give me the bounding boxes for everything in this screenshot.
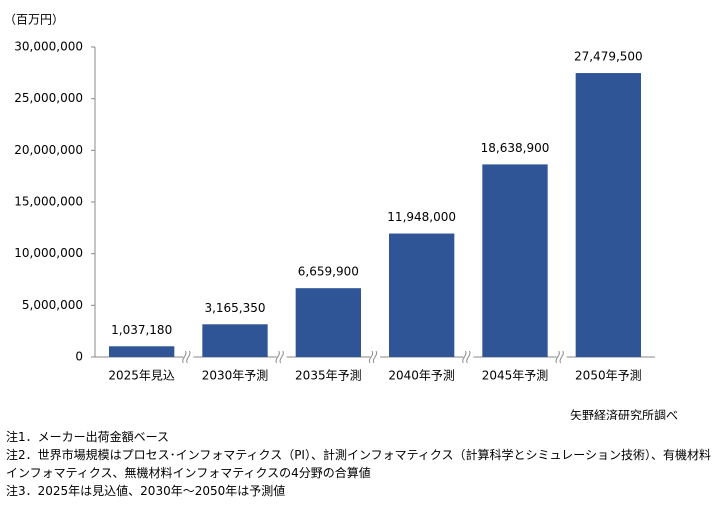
y-tick-label: 20,000,000	[14, 143, 83, 157]
note: 注1．メーカー出荷金額ベース	[6, 430, 170, 444]
value-label: 18,638,900	[481, 141, 550, 155]
x-tick-label: 2030年予測	[202, 369, 269, 383]
bar	[575, 73, 641, 357]
chart: （百万円） 矢野経済研究所調べ 0 5,000,000 10,000,000 15,0…	[4, 13, 678, 421]
axis-break	[559, 350, 564, 364]
source: 矢野経済研究所調べ	[570, 408, 678, 421]
axis-break	[275, 350, 280, 364]
y-tick-label: 5,000,000	[22, 298, 83, 312]
axis-break	[182, 350, 187, 364]
value-label: 11,948,000	[387, 210, 456, 224]
notes: 注1．メーカー出荷金額ベース注2．世界市場規模はプロセス･インフォマティクス（P…	[6, 428, 718, 500]
x-tick-label: 2035年予測	[295, 369, 362, 383]
axis-break	[466, 350, 471, 364]
y-tick-label: 10,000,000	[14, 246, 83, 260]
axis-break	[372, 350, 378, 364]
y-tick-label: 0	[75, 350, 83, 364]
bar	[109, 346, 175, 357]
x-tick-label: 2025年見込	[108, 369, 175, 383]
x-tick-label: 2045年予測	[482, 369, 549, 383]
axis-break	[462, 350, 467, 364]
axis-break	[368, 350, 374, 364]
bar	[202, 324, 268, 357]
bar	[389, 233, 455, 357]
value-label: 6,659,900	[298, 265, 359, 279]
value-label: 3,165,350	[204, 301, 265, 315]
y-tick-label: 25,000,000	[14, 91, 83, 105]
axis-break	[186, 350, 191, 364]
note: 注3．2025年は見込値、2030年～2050年は予測値	[6, 484, 286, 498]
axis-break	[555, 350, 560, 364]
note: 注2．世界市場規模はプロセス･インフォマティクス（PI）、計測インフォマティクス…	[6, 448, 712, 480]
y-axis-label: （百万円）	[4, 13, 64, 27]
bar	[295, 288, 361, 357]
y-tick-label: 15,000,000	[14, 195, 83, 209]
y-tick-label: 30,000,000	[14, 40, 83, 54]
axis-break	[279, 350, 284, 364]
value-label: 1,037,180	[111, 323, 172, 337]
x-tick-label: 2040年予測	[388, 369, 455, 383]
value-label: 27,479,500	[574, 50, 643, 64]
bar	[482, 164, 548, 357]
x-tick-label: 2050年予測	[575, 369, 642, 383]
